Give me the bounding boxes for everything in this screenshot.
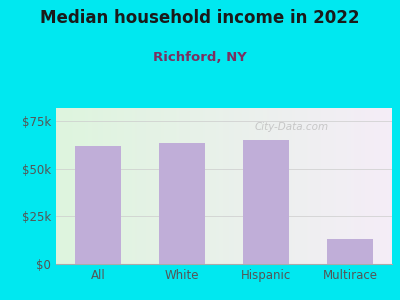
Text: City-Data.com: City-Data.com	[254, 122, 328, 132]
Text: Median household income in 2022: Median household income in 2022	[40, 9, 360, 27]
Bar	[159, 143, 205, 264]
Text: Richford, NY: Richford, NY	[153, 51, 247, 64]
Bar	[75, 146, 121, 264]
Bar	[243, 140, 289, 264]
Bar	[327, 239, 373, 264]
